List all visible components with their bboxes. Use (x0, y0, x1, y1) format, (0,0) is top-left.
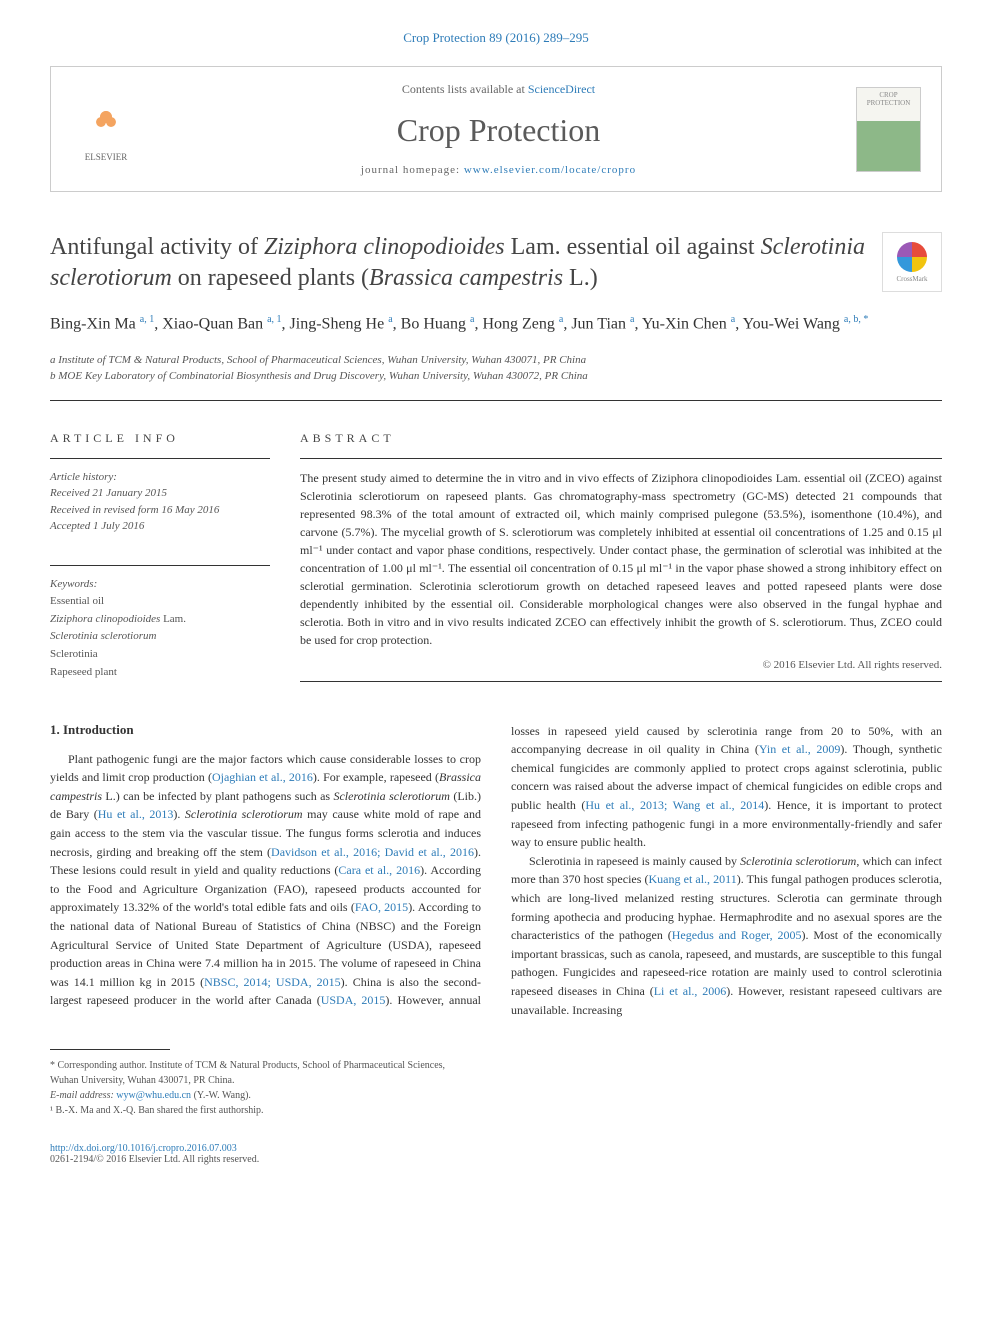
ref-link[interactable]: Kuang et al., 2011 (649, 872, 737, 886)
ref-link[interactable]: Hu et al., 2013 (98, 807, 174, 821)
citation[interactable]: Crop Protection 89 (2016) 289–295 (50, 30, 942, 46)
sciencedirect-link[interactable]: ScienceDirect (528, 82, 595, 96)
email-link[interactable]: wyw@whu.edu.cn (116, 1090, 191, 1101)
ref-link[interactable]: Davidson et al., 2016; David et al., 201… (271, 845, 474, 859)
article-section: CrossMark Antifungal activity of Zizipho… (0, 202, 992, 431)
article-title: Antifungal activity of Ziziphora clinopo… (50, 232, 942, 294)
corresponding-author: * Corresponding author. Institute of TCM… (50, 1058, 446, 1088)
author[interactable]: Bing-Xin Ma (50, 316, 136, 333)
divider (50, 400, 942, 401)
author[interactable]: Xiao-Quan Ban (162, 316, 263, 333)
divider (300, 681, 942, 682)
crossmark-badge[interactable]: CrossMark (882, 232, 942, 292)
history-block: Article history: Received 21 January 201… (50, 469, 270, 535)
ref-link[interactable]: Hegedus and Roger, 2005 (672, 928, 802, 942)
ref-link[interactable]: FAO, 2015 (355, 900, 408, 914)
affiliation-b: b MOE Key Laboratory of Combinatorial Bi… (50, 368, 942, 385)
copyright: © 2016 Elsevier Ltd. All rights reserved… (300, 659, 942, 671)
author[interactable]: Bo Huang (401, 316, 466, 333)
author-note: ¹ B.-X. Ma and X.-Q. Ban shared the firs… (50, 1103, 446, 1118)
affiliations: a Institute of TCM & Natural Products, S… (50, 352, 942, 385)
ref-link[interactable]: USDA, 2015 (321, 993, 386, 1007)
journal-cover[interactable]: CROP PROTECTION (856, 87, 921, 172)
contents-line: Contents lists available at ScienceDirec… (141, 82, 856, 97)
ref-link[interactable]: NBSC, 2014; USDA, 2015 (204, 975, 341, 989)
email-line: E-mail address: wyw@whu.edu.cn (Y.-W. Wa… (50, 1088, 446, 1103)
intro-p2: Sclerotinia in rapeseed is mainly caused… (511, 852, 942, 1019)
article-info-column: ARTICLE INFO Article history: Received 2… (50, 431, 270, 692)
abstract-column: ABSTRACT The present study aimed to dete… (300, 431, 942, 692)
divider (50, 458, 270, 459)
abstract-heading: ABSTRACT (300, 431, 942, 446)
ref-link[interactable]: Ojaghian et al., 2016 (212, 770, 313, 784)
divider (300, 458, 942, 459)
authors-list: Bing-Xin Ma a, 1, Xiao-Quan Ban a, 1, Ji… (50, 312, 942, 336)
ref-link[interactable]: Cara et al., 2016 (338, 863, 420, 877)
ref-link[interactable]: Hu et al., 2013; Wang et al., 2014 (585, 798, 764, 812)
page-header: Crop Protection 89 (2016) 289–295 ELSEVI… (0, 0, 992, 202)
affiliation-a: a Institute of TCM & Natural Products, S… (50, 352, 942, 369)
info-abstract-row: ARTICLE INFO Article history: Received 2… (0, 431, 992, 692)
author[interactable]: Jun Tian (571, 316, 626, 333)
abstract-text: The present study aimed to determine the… (300, 469, 942, 649)
homepage-link[interactable]: www.elsevier.com/locate/cropro (464, 164, 636, 176)
crossmark-icon (897, 242, 927, 272)
journal-name: Crop Protection (141, 112, 856, 149)
footnote-divider (50, 1049, 170, 1050)
keywords-block: Keywords: Essential oil Ziziphora clinop… (50, 576, 270, 682)
info-heading: ARTICLE INFO (50, 431, 270, 446)
elsevier-logo[interactable]: ELSEVIER (71, 89, 141, 169)
author[interactable]: Yu-Xin Chen (642, 316, 727, 333)
intro-heading: 1. Introduction (50, 722, 481, 738)
divider (50, 565, 270, 566)
doi-section: http://dx.doi.org/10.1016/j.cropro.2016.… (0, 1138, 992, 1195)
doi-link[interactable]: http://dx.doi.org/10.1016/j.cropro.2016.… (50, 1143, 237, 1154)
issn-line: 0261-2194/© 2016 Elsevier Ltd. All right… (50, 1154, 942, 1165)
elsevier-tree-icon (81, 97, 131, 147)
author[interactable]: Jing-Sheng He (290, 316, 385, 333)
cover-text: CROP PROTECTION (857, 88, 920, 110)
ref-link[interactable]: Yin et al., 2009 (759, 742, 840, 756)
elsevier-label: ELSEVIER (85, 152, 128, 162)
body-section: 1. Introduction Plant pathogenic fungi a… (0, 692, 992, 1050)
author[interactable]: Hong Zeng (482, 316, 554, 333)
homepage-line: journal homepage: www.elsevier.com/locat… (141, 164, 856, 176)
ref-link[interactable]: Li et al., 2006 (654, 984, 727, 998)
header-box: ELSEVIER Contents lists available at Sci… (50, 66, 942, 192)
author[interactable]: You-Wei Wang (743, 316, 840, 333)
footnotes: * Corresponding author. Institute of TCM… (0, 1049, 496, 1138)
header-center: Contents lists available at ScienceDirec… (141, 82, 856, 176)
